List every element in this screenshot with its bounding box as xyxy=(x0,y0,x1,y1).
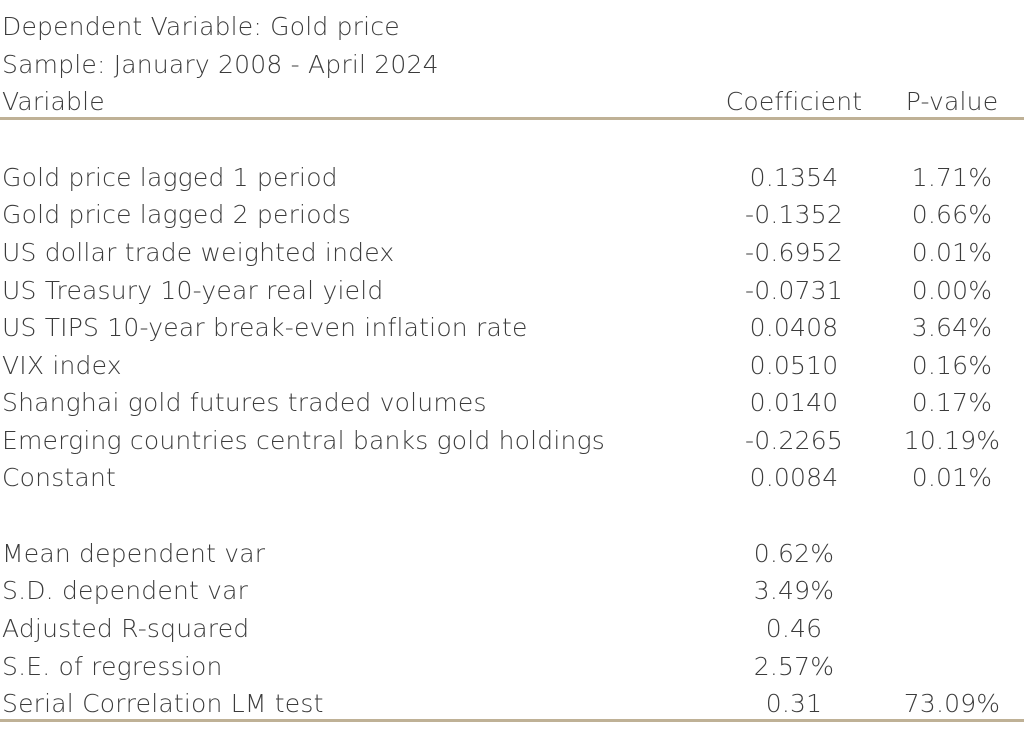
stats-row: S.D. dependent var 3.49% xyxy=(0,572,1024,610)
variable-name: Constant xyxy=(2,463,116,492)
table-row: US dollar trade weighted index -0.6952 0… xyxy=(0,234,1024,272)
variable-name: Gold price lagged 2 periods xyxy=(2,200,351,229)
column-header-variable: Variable xyxy=(2,87,105,116)
stat-name: S.D. dependent var xyxy=(2,576,249,605)
pvalue-value: 0.16% xyxy=(911,351,993,380)
coefficient-value: 0.0084 xyxy=(749,463,839,492)
table-row: Shanghai gold futures traded volumes 0.0… xyxy=(0,384,1024,422)
pvalue-value: 0.01% xyxy=(911,238,993,267)
table-row: Emerging countries central banks gold ho… xyxy=(0,422,1024,460)
variable-name: US dollar trade weighted index xyxy=(2,238,395,267)
stat-value: 2.57% xyxy=(753,652,835,681)
stats-row: S.E. of regression 2.57% xyxy=(0,648,1024,686)
variable-name: Gold price lagged 1 period xyxy=(2,163,338,192)
dependent-variable-title: Dependent Variable: Gold price xyxy=(2,12,400,41)
bottom-rule xyxy=(0,719,1024,722)
pvalue-value: 10.19% xyxy=(903,426,1001,455)
table-row: Constant 0.0084 0.01% xyxy=(0,459,1024,497)
stat-name: Serial Correlation LM test xyxy=(2,689,324,718)
variable-name: US Treasury 10-year real yield xyxy=(2,276,384,305)
stat-name: Mean dependent var xyxy=(2,539,266,568)
variable-name: US TIPS 10-year break-even inflation rat… xyxy=(2,313,528,342)
coefficient-value: -0.1352 xyxy=(745,200,843,229)
pvalue-value: 0.01% xyxy=(911,463,993,492)
pvalue-value: 0.00% xyxy=(911,276,993,305)
table-row: US Treasury 10-year real yield -0.0731 0… xyxy=(0,272,1024,310)
coefficient-value: -0.2265 xyxy=(745,426,843,455)
stat-name: Adjusted R-squared xyxy=(2,614,250,643)
coefficient-value: 0.1354 xyxy=(749,163,839,192)
coefficient-value: -0.0731 xyxy=(745,276,843,305)
column-header-pvalue: P-value xyxy=(905,87,999,116)
stats-row: Serial Correlation LM test 0.31 73.09% xyxy=(0,685,1024,723)
pvalue-value: 0.66% xyxy=(911,200,993,229)
sample-period: Sample: January 2008 - April 2024 xyxy=(2,50,439,79)
column-header-coefficient: Coefficient xyxy=(725,87,863,116)
variable-name: Emerging countries central banks gold ho… xyxy=(2,426,605,455)
pvalue-value: 0.17% xyxy=(911,388,993,417)
stat-value: 0.46 xyxy=(765,614,823,643)
header-rule xyxy=(0,117,1024,120)
stat-value: 0.31 xyxy=(765,689,823,718)
variable-name: VIX index xyxy=(2,351,122,380)
stat-value: 3.49% xyxy=(753,576,835,605)
table-header-row: Variable Coefficient P-value xyxy=(0,83,1024,121)
stats-row: Mean dependent var 0.62% xyxy=(0,535,1024,573)
table-row: Gold price lagged 2 periods -0.1352 0.66… xyxy=(0,196,1024,234)
stat-pvalue xyxy=(894,535,1010,573)
stat-pvalue xyxy=(894,610,1010,648)
stats-row: Adjusted R-squared 0.46 xyxy=(0,610,1024,648)
stat-value: 0.62% xyxy=(753,539,835,568)
table-row: US TIPS 10-year break-even inflation rat… xyxy=(0,309,1024,347)
stat-pvalue xyxy=(894,572,1010,610)
table-row: VIX index 0.0510 0.16% xyxy=(0,347,1024,385)
stat-pvalue xyxy=(894,648,1010,686)
variable-name: Shanghai gold futures traded volumes xyxy=(2,388,487,417)
stat-name: S.E. of regression xyxy=(2,652,223,681)
pvalue-value: 3.64% xyxy=(911,313,993,342)
coefficient-value: 0.0510 xyxy=(749,351,839,380)
table-row: Gold price lagged 1 period 0.1354 1.71% xyxy=(0,159,1024,197)
pvalue-value: 1.71% xyxy=(911,163,993,192)
coefficient-value: 0.0140 xyxy=(749,388,839,417)
coefficient-value: -0.6952 xyxy=(745,238,843,267)
stat-pvalue: 73.09% xyxy=(903,689,1001,718)
coefficient-value: 0.0408 xyxy=(749,313,839,342)
